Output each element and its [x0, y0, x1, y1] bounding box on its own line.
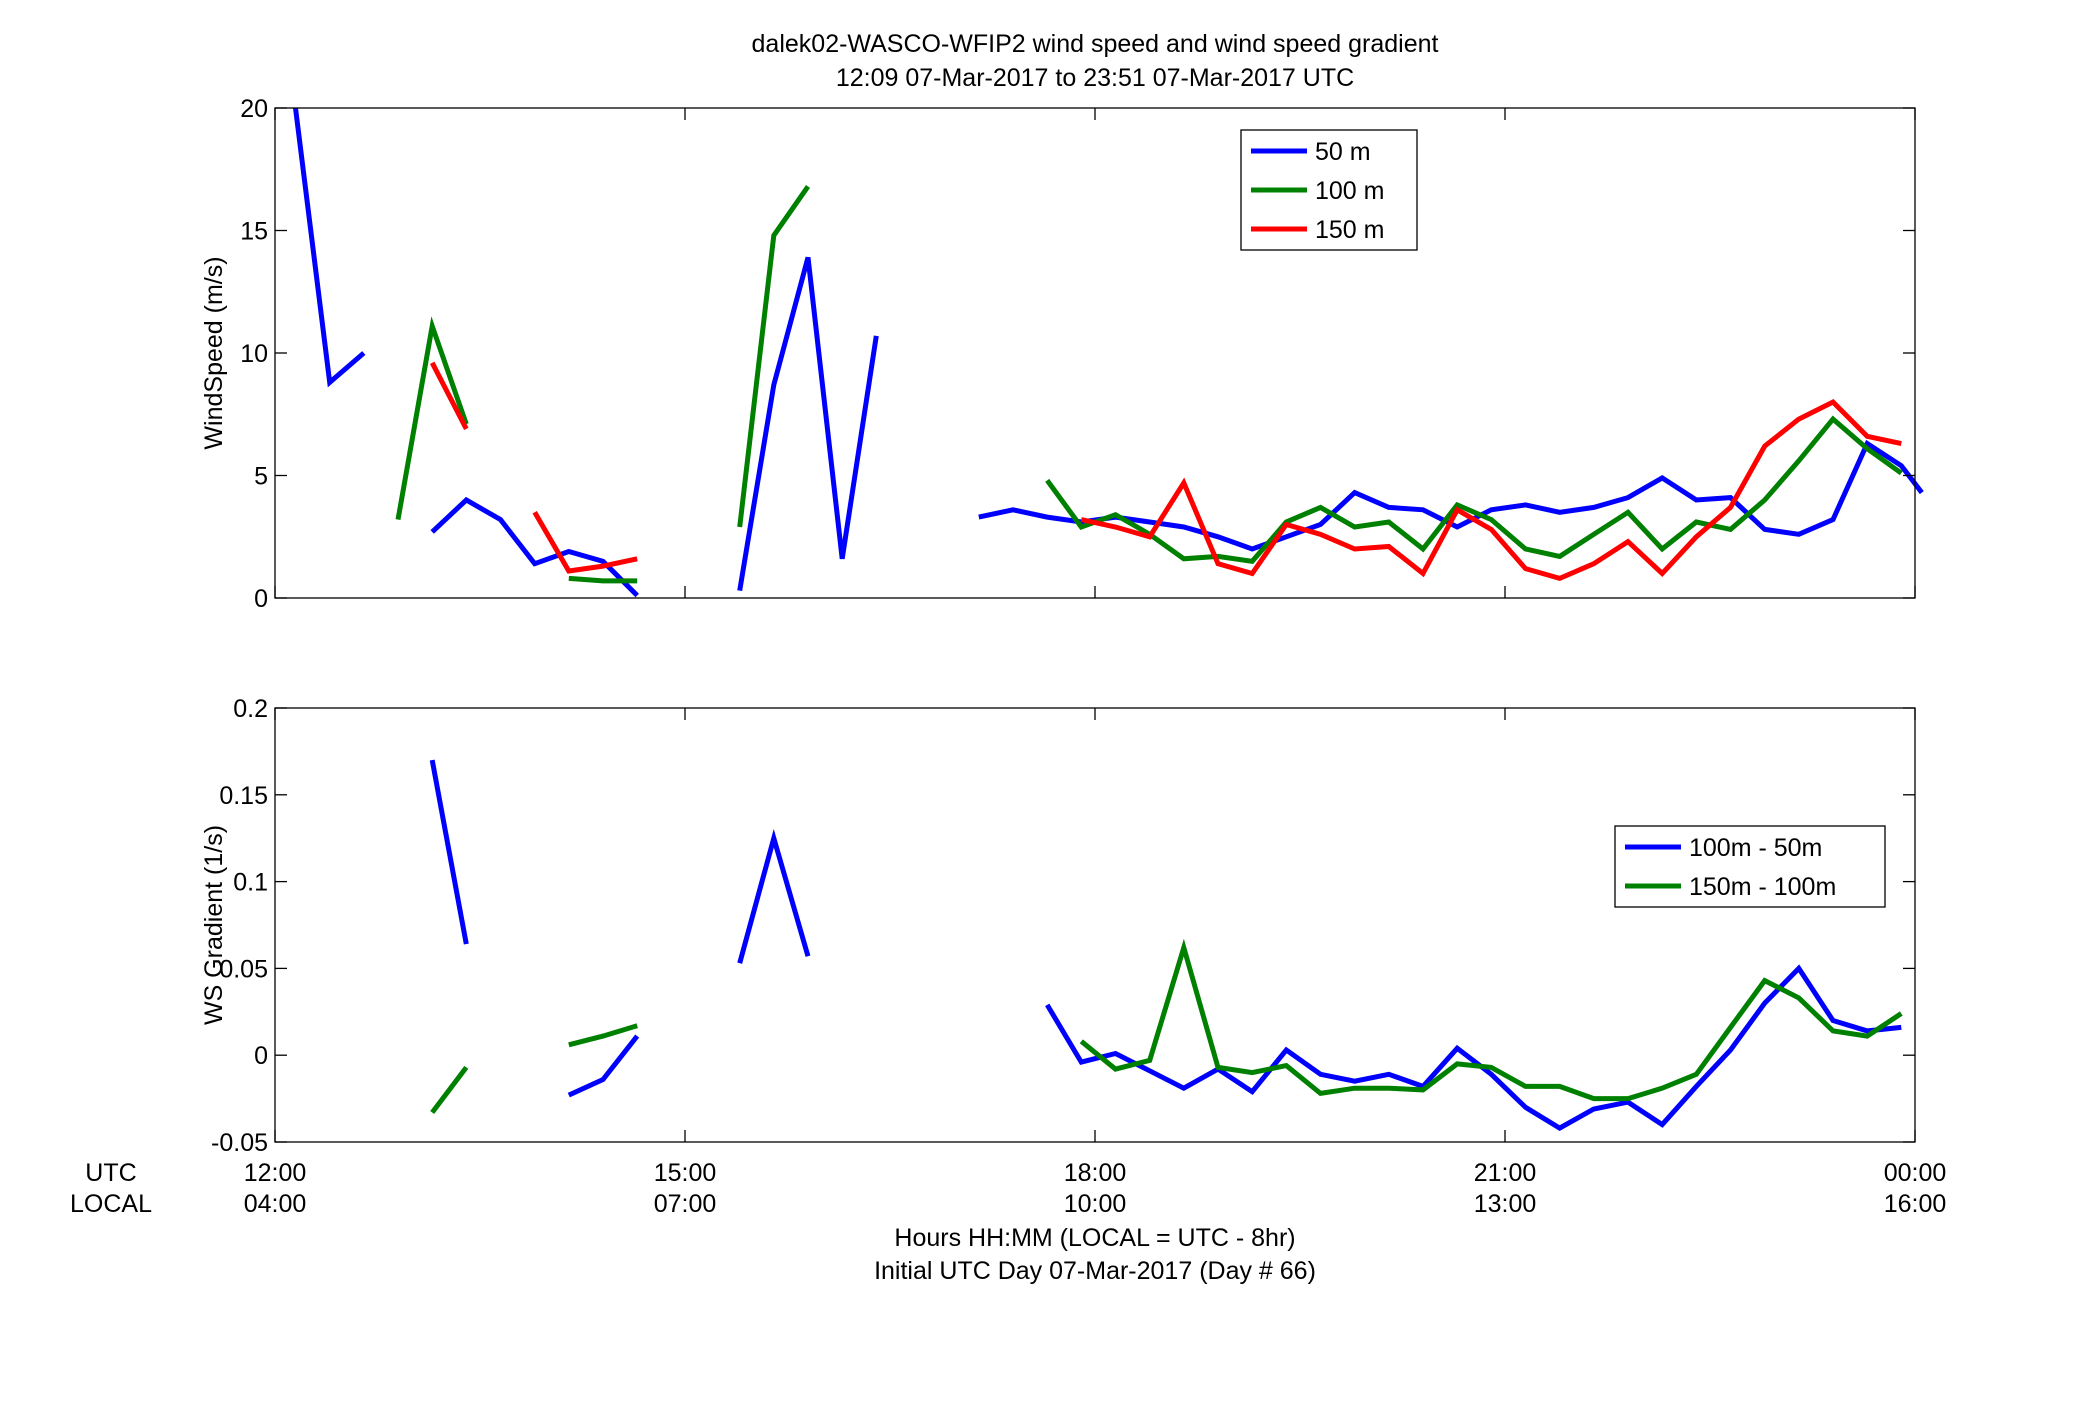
x-tick-label-utc-2: 18:00 — [1064, 1159, 1127, 1187]
series-line-0-1-0 — [395, 316, 469, 521]
series-line-1-1-1 — [568, 1023, 638, 1048]
series-line-0-2-1 — [532, 511, 638, 574]
series-line-0-0-0 — [293, 107, 366, 388]
y-tick-label-0-3: 15 — [240, 218, 268, 246]
series-100m-50m — [429, 759, 1902, 1131]
x-axis-label-line1: Hours HH:MM (LOCAL = UTC - 8hr) — [894, 1224, 1295, 1252]
x-row-label-utc: UTC — [85, 1159, 136, 1187]
x-tick-label-utc-1: 15:00 — [654, 1159, 717, 1187]
series-line-1-0-1 — [567, 1034, 640, 1098]
x-tick-label-local-1: 07:00 — [654, 1190, 717, 1218]
x-tick-label-local-0: 04:00 — [244, 1190, 307, 1218]
y-axis-label-1: WS Gradient (1/s) — [200, 825, 228, 1025]
y-axis-label-0: WindSpeed (m/s) — [200, 256, 228, 449]
y-tick-label-1-1: 0 — [254, 1042, 268, 1070]
chart-title-line1: dalek02-WASCO-WFIP2 wind speed and wind … — [752, 30, 1439, 58]
x-axis-label-line2: Initial UTC Day 07-Mar-2017 (Day # 66) — [874, 1257, 1316, 1285]
x-tick-label-local-3: 13:00 — [1474, 1190, 1537, 1218]
y-tick-label-0-2: 10 — [240, 340, 268, 368]
y-tick-label-1-3: 0.1 — [233, 869, 268, 897]
series-line-0-0-2 — [737, 256, 879, 592]
series-100m — [395, 184, 1903, 584]
series-line-0-1-1 — [568, 575, 638, 584]
y-tick-label-1-4: 0.15 — [219, 782, 268, 810]
series-line-1-0-3 — [1045, 964, 1902, 1131]
x-tick-label-local-4: 16:00 — [1884, 1190, 1947, 1218]
plot-frame-1 — [274, 707, 1916, 1143]
series-line-1-0-2 — [737, 828, 811, 964]
series-150m-100m — [430, 938, 1903, 1115]
series-50m — [293, 107, 1924, 598]
series-line-0-0-3 — [978, 439, 1924, 552]
windspeed-panel: 0 5 10 15 20 WindSpeed (m/s) 50 m 100 m 150 m — [200, 95, 1924, 613]
legend-label-0-2: 150 m — [1315, 216, 1384, 244]
legend-label-0-1: 100 m — [1315, 177, 1384, 205]
y-tick-label-1-2: 0.05 — [219, 955, 268, 983]
legend-label-1-0: 100m - 50m — [1689, 834, 1822, 862]
series-line-0-0-1 — [430, 496, 639, 598]
y-tick-label-0-1: 5 — [254, 463, 268, 491]
y-tick-label-1-5: 0.2 — [233, 695, 268, 723]
legend-label-1-1: 150m - 100m — [1689, 873, 1836, 901]
gradient-panel: -0.05 0 0.05 0.1 0.15 0.2 WS Gradient (1/s) 100… — [200, 695, 1916, 1157]
y-tick-label-1-0: -0.05 — [211, 1129, 268, 1157]
y-tick-label-0-0: 0 — [254, 585, 268, 613]
legend-0: 50 m 100 m 150 m — [1240, 129, 1418, 251]
y-tick-label-0-4: 20 — [240, 95, 268, 123]
chart-title-line2: 12:09 07-Mar-2017 to 23:51 07-Mar-2017 U… — [836, 64, 1354, 92]
series-line-1-1-0 — [430, 1065, 469, 1115]
series-line-0-1-3 — [1045, 415, 1903, 564]
x-row-label-local: LOCAL — [70, 1190, 152, 1218]
x-axis: UTC LOCAL Hours HH:MM (LOCAL = UTC - 8hr… — [70, 1159, 1946, 1285]
x-tick-label-utc-3: 21:00 — [1474, 1159, 1537, 1187]
legend-1: 100m - 50m 150m - 100m — [1614, 825, 1886, 908]
series-150m — [429, 361, 1902, 582]
series-line-0-2-0 — [429, 361, 469, 431]
x-tick-label-local-2: 10:00 — [1064, 1190, 1127, 1218]
legend-label-0-0: 50 m — [1315, 138, 1371, 166]
series-line-1-0-0 — [429, 759, 469, 945]
x-tick-label-utc-0: 12:00 — [244, 1159, 307, 1187]
series-line-0-2-2 — [1080, 398, 1902, 582]
series-line-1-1-2 — [1079, 938, 1903, 1102]
series-line-0-1-2 — [737, 184, 811, 528]
x-tick-label-utc-4: 00:00 — [1884, 1159, 1947, 1187]
